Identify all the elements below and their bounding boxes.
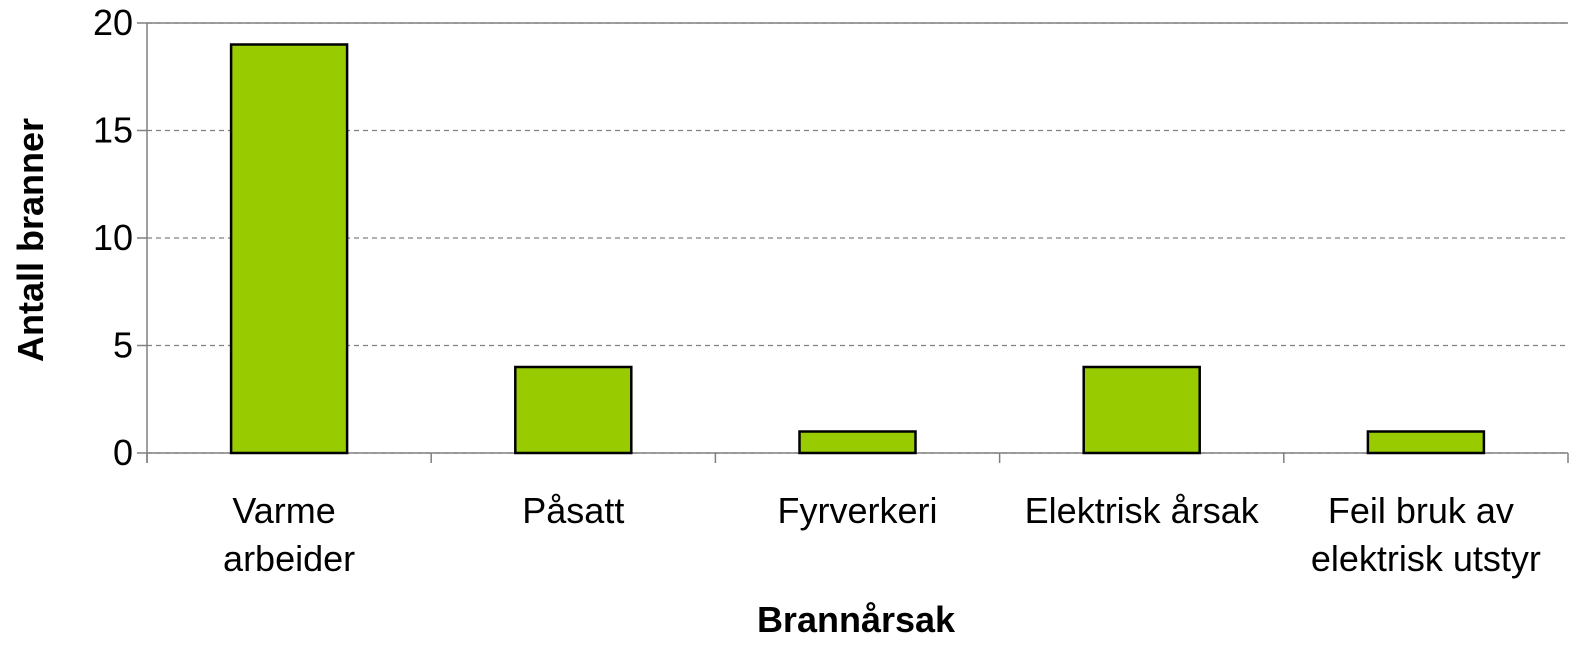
x-tick-label: Elektrisk årsak: [1025, 490, 1260, 531]
y-tick-label: 0: [113, 432, 133, 473]
bar: [229, 43, 349, 455]
bar: [1366, 430, 1486, 455]
x-tick-label: Påsatt: [522, 490, 624, 531]
bar: [798, 430, 917, 455]
y-tick-label: 20: [93, 2, 133, 43]
x-tick-label: Feil bruk av elektrisk utstyr: [1311, 490, 1541, 579]
x-axis-title: Brannårsak: [757, 599, 956, 640]
y-tick-label: 10: [93, 217, 133, 258]
y-tick-label: 15: [93, 110, 133, 151]
y-tick-label: 5: [113, 325, 133, 366]
x-tick-label: Fyrverkeri: [778, 490, 938, 531]
x-tick-label: Varme arbeider: [223, 490, 355, 579]
bar: [514, 365, 633, 455]
y-axis-title: Antall branner: [10, 118, 51, 362]
bar: [1082, 365, 1201, 455]
